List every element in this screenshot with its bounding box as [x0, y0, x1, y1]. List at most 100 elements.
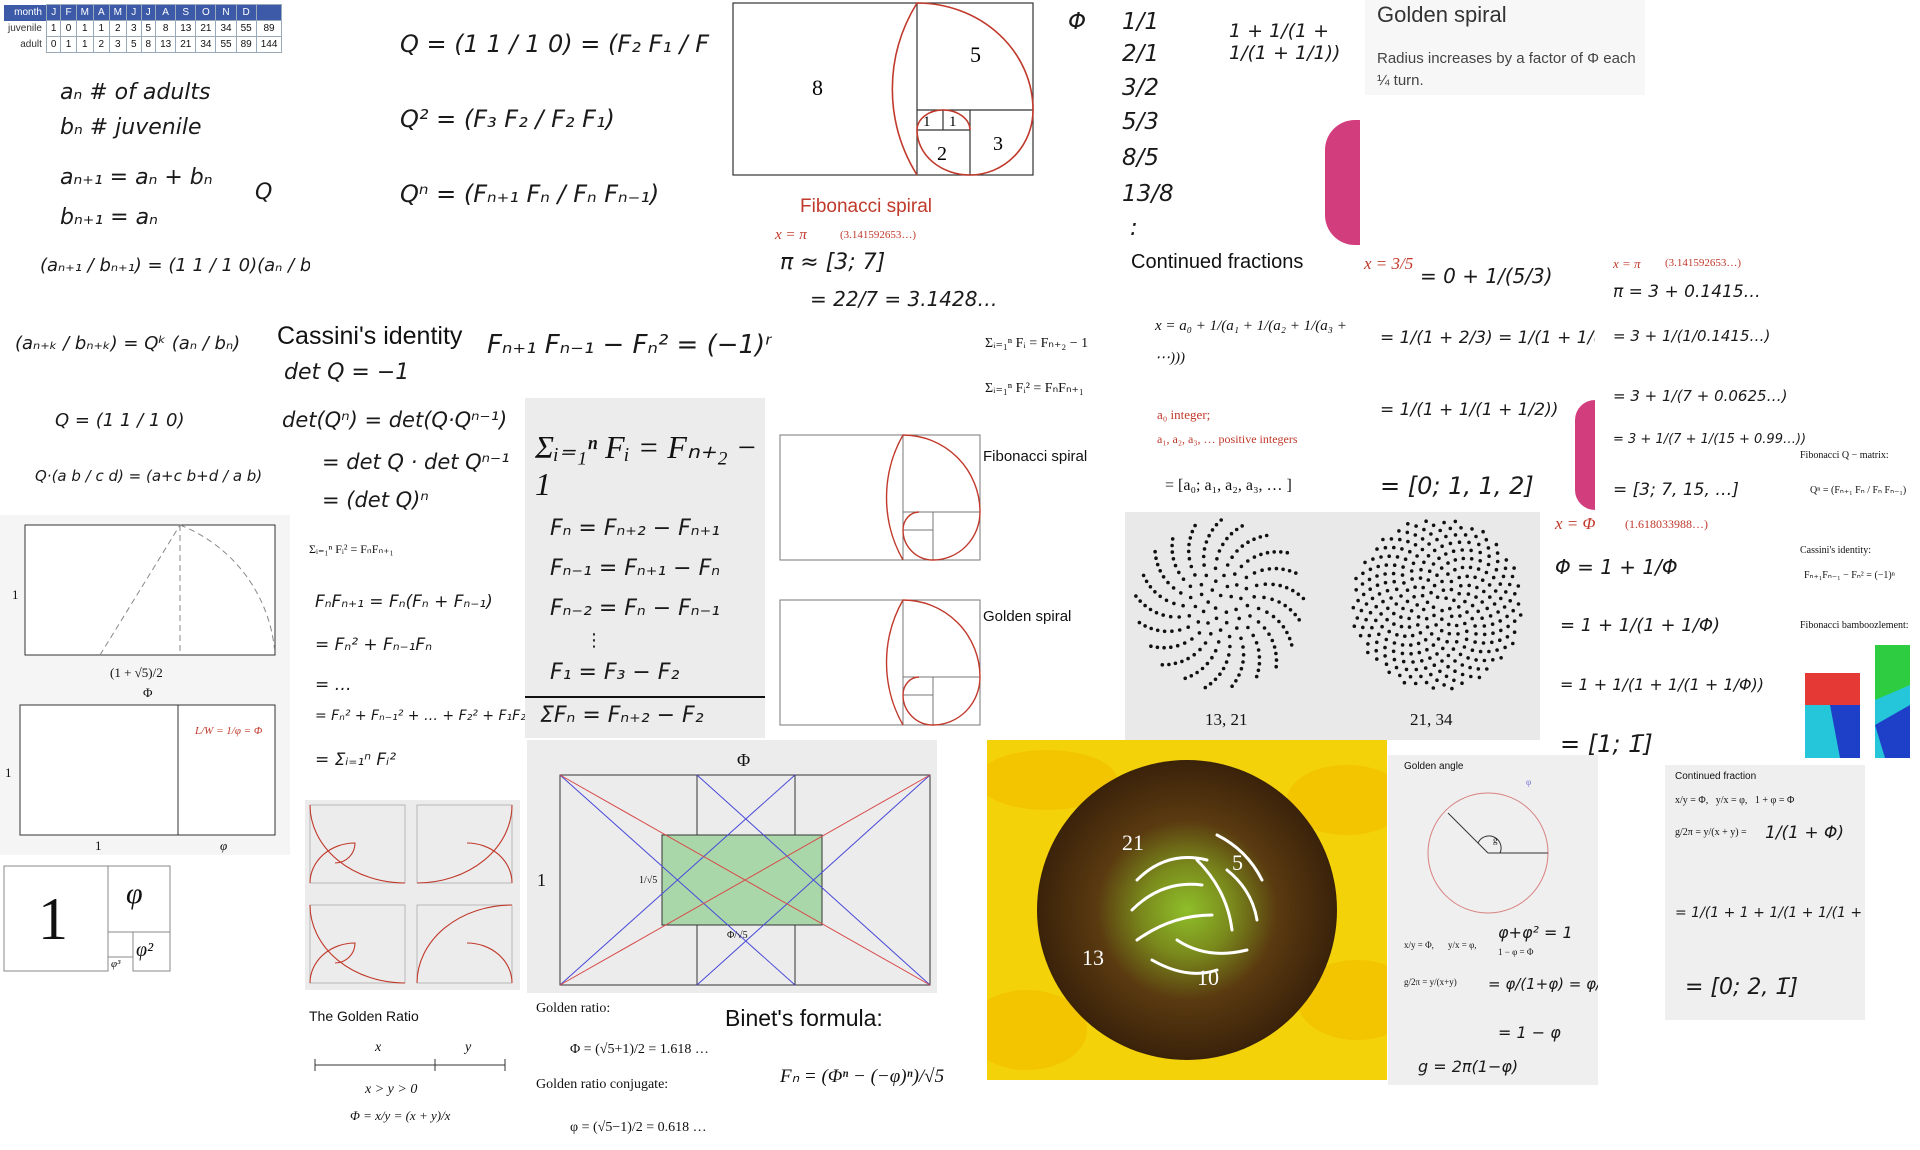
phyllotaxis-dot — [1407, 625, 1412, 629]
phyllotaxis-dot — [1420, 547, 1425, 552]
sum-identity: Σᵢ₌₁ⁿ Fᵢ = Fₙ₊₂ − 1 — [985, 336, 1089, 351]
phyllotaxis-dot — [1395, 633, 1399, 637]
phyllotaxis-dot — [1460, 548, 1464, 552]
squares-line: = Fₙ² + Fₙ₋₁² + … + F₂² + F₁F₂ — [315, 708, 525, 724]
phyllotaxis-dot — [1180, 659, 1184, 664]
phyllotaxis-dot — [1424, 519, 1428, 523]
phyllotaxis-dot — [1260, 568, 1264, 572]
phyllotaxis-dot — [1444, 596, 1448, 600]
phyllotaxis-dot — [1248, 614, 1252, 618]
phyllotaxis-dot — [1516, 602, 1521, 606]
phyllotaxis-dot — [1444, 674, 1449, 679]
phyllotaxis-dot — [1361, 592, 1366, 597]
phyllotaxis-dot — [1420, 537, 1425, 541]
phyllotaxis-dot — [1377, 632, 1381, 637]
spiral-number: 5 — [970, 42, 981, 67]
binet-title: Binet's formula: — [725, 1005, 883, 1031]
phyllotaxis-dot — [1363, 560, 1367, 565]
phyllotaxis-dot — [1477, 675, 1482, 680]
phyllotaxis-dot — [1192, 652, 1196, 657]
phyllotaxis-dot — [1224, 660, 1229, 664]
phyllotaxis-dot — [1409, 609, 1414, 613]
phyllotaxis-dot — [1170, 629, 1174, 633]
cf-bracket: = [a₀; a₁, a₂, a₃, … ] — [1165, 477, 1292, 494]
phyllotaxis-dot — [1367, 633, 1372, 638]
q-line: Q = (1 1 / 1 0) = (F₂ F₁ / F₁ F₀) — [400, 30, 710, 58]
phyllotaxis-dot — [1513, 592, 1517, 596]
pi-exp-line: = [3; 7, 15, …] — [1613, 480, 1739, 500]
phyllotaxis-dot — [1141, 573, 1146, 578]
cf-panel-eq2: g/2π = y/(x + y) = — [1675, 827, 1747, 838]
phyllotaxis-dot — [1516, 584, 1521, 588]
phyllotaxis-dot — [1454, 623, 1459, 628]
phyllotaxis-dot — [1427, 542, 1431, 546]
phyllotaxis-dot — [1387, 554, 1391, 558]
phyllotaxis-dot — [1491, 631, 1495, 635]
phyllotaxis-dot — [1482, 632, 1487, 637]
phyllotaxis-dot — [1285, 630, 1289, 635]
phi-definition: Φ = x/y = (x + y)/x — [350, 1108, 451, 1123]
phyllotaxis-dot — [1297, 618, 1301, 622]
phi-expansion-tile: x = Φ (1.618033988…) Φ = 1 + 1/Φ = 1 + 1… — [1545, 510, 1795, 765]
phyllotaxis-dot — [1158, 594, 1162, 599]
phyllotaxis-dot — [1256, 620, 1261, 624]
phyllotaxis-dot — [1237, 616, 1241, 621]
phyllotaxis-dot — [1246, 540, 1250, 544]
phyllotaxis-dot — [1470, 527, 1474, 531]
phyllotaxis-dot — [1272, 645, 1277, 649]
phyllotaxis-dot — [1487, 649, 1491, 654]
phyllotaxis-dot — [1457, 591, 1461, 596]
golden-angle-tile: Golden angle g φ x/y = Φ, y/x = φ, 1 − φ… — [1388, 755, 1598, 1085]
golden-rect-ratio-figure — [19, 704, 276, 836]
fibonacci-spiral-caption: Fibonacci spiral — [800, 196, 932, 217]
phyllotaxis-dot — [1446, 664, 1450, 669]
golden-rect-diagram-tile: Φ 1 1/√5 Φ/√5 — [527, 740, 937, 993]
phyllotaxis-dot — [1200, 666, 1205, 671]
phyllotaxis-dot — [1215, 557, 1219, 561]
phyllotaxis-dot — [1457, 575, 1461, 580]
phyllotaxis-dot — [1186, 549, 1191, 554]
cf-panel-line: 1/(1 + Φ) — [1765, 823, 1845, 843]
phyllotaxis-dot — [1431, 523, 1436, 528]
phyllotaxis-dot — [1491, 575, 1496, 580]
phyllotaxis-dot — [1459, 584, 1463, 588]
phyllotaxis-dot — [1296, 592, 1301, 596]
side-notes-tile: Fibonacci Q − matrix: Qⁿ = (Fₙ₊₁ Fₙ / Fₙ… — [1800, 445, 1920, 765]
phyllotaxis-dot — [1205, 661, 1210, 666]
phyllotaxis-dot — [1510, 574, 1515, 579]
phyllotaxis-dot — [1239, 636, 1243, 641]
phyllotaxis-dot — [1246, 625, 1250, 630]
fraction-line: 8/5 — [1122, 145, 1160, 171]
cf-note: a₁, a₂, a₃, … positive integers — [1157, 432, 1298, 446]
phyllotaxis-dot — [1281, 567, 1285, 572]
phyllotaxis-dot — [1213, 566, 1218, 571]
phyllotaxis-dot — [1143, 624, 1147, 628]
segment-figure — [314, 1059, 506, 1071]
phyllotaxis-dot — [1450, 686, 1454, 691]
phyllotaxis-dot — [1435, 595, 1440, 599]
phyllotaxis-dot — [1149, 626, 1153, 631]
phyllotaxis-dot — [1387, 670, 1391, 675]
inequality: x > y > 0 — [365, 1082, 418, 1097]
phyllotaxis-dot — [1187, 542, 1191, 547]
golden-ratio-value: Φ = (√5+1)/2 = 1.618 … — [570, 1042, 709, 1057]
phyllotaxis-dot — [1265, 610, 1269, 614]
phyllotaxis-dot — [1480, 600, 1484, 604]
cf-panel-line: = 1/(1 + 1 + 1/(1 + 1/(1 + …))) — [1675, 905, 1863, 921]
phyllotaxis-dot — [1456, 632, 1460, 636]
phyllotaxis-dot — [1421, 607, 1426, 612]
pi-expansion-tile: x = π (3.141592653…) π = 3 + 0.1415… = 3… — [1605, 252, 1815, 512]
phyllotaxis-dot — [1499, 656, 1503, 660]
phyllotaxis-dot — [1414, 524, 1418, 528]
phyllotaxis-dot — [1458, 614, 1462, 618]
phyllotaxis-dot — [1359, 608, 1364, 613]
phyllotaxis-dot — [1375, 547, 1379, 551]
phyllotaxis-dot — [1240, 524, 1244, 528]
cf-title: Continued fractions — [1131, 251, 1304, 273]
phyllotaxis-dot — [1144, 579, 1149, 584]
phyllotaxis-dot — [1449, 614, 1454, 619]
phyllotaxis-dot — [1213, 648, 1218, 653]
phyllotaxis-dot — [1222, 573, 1226, 578]
three-fifths-line: = 0 + 1/(5/3) — [1420, 264, 1553, 288]
phyllotaxis-dot — [1444, 552, 1448, 556]
